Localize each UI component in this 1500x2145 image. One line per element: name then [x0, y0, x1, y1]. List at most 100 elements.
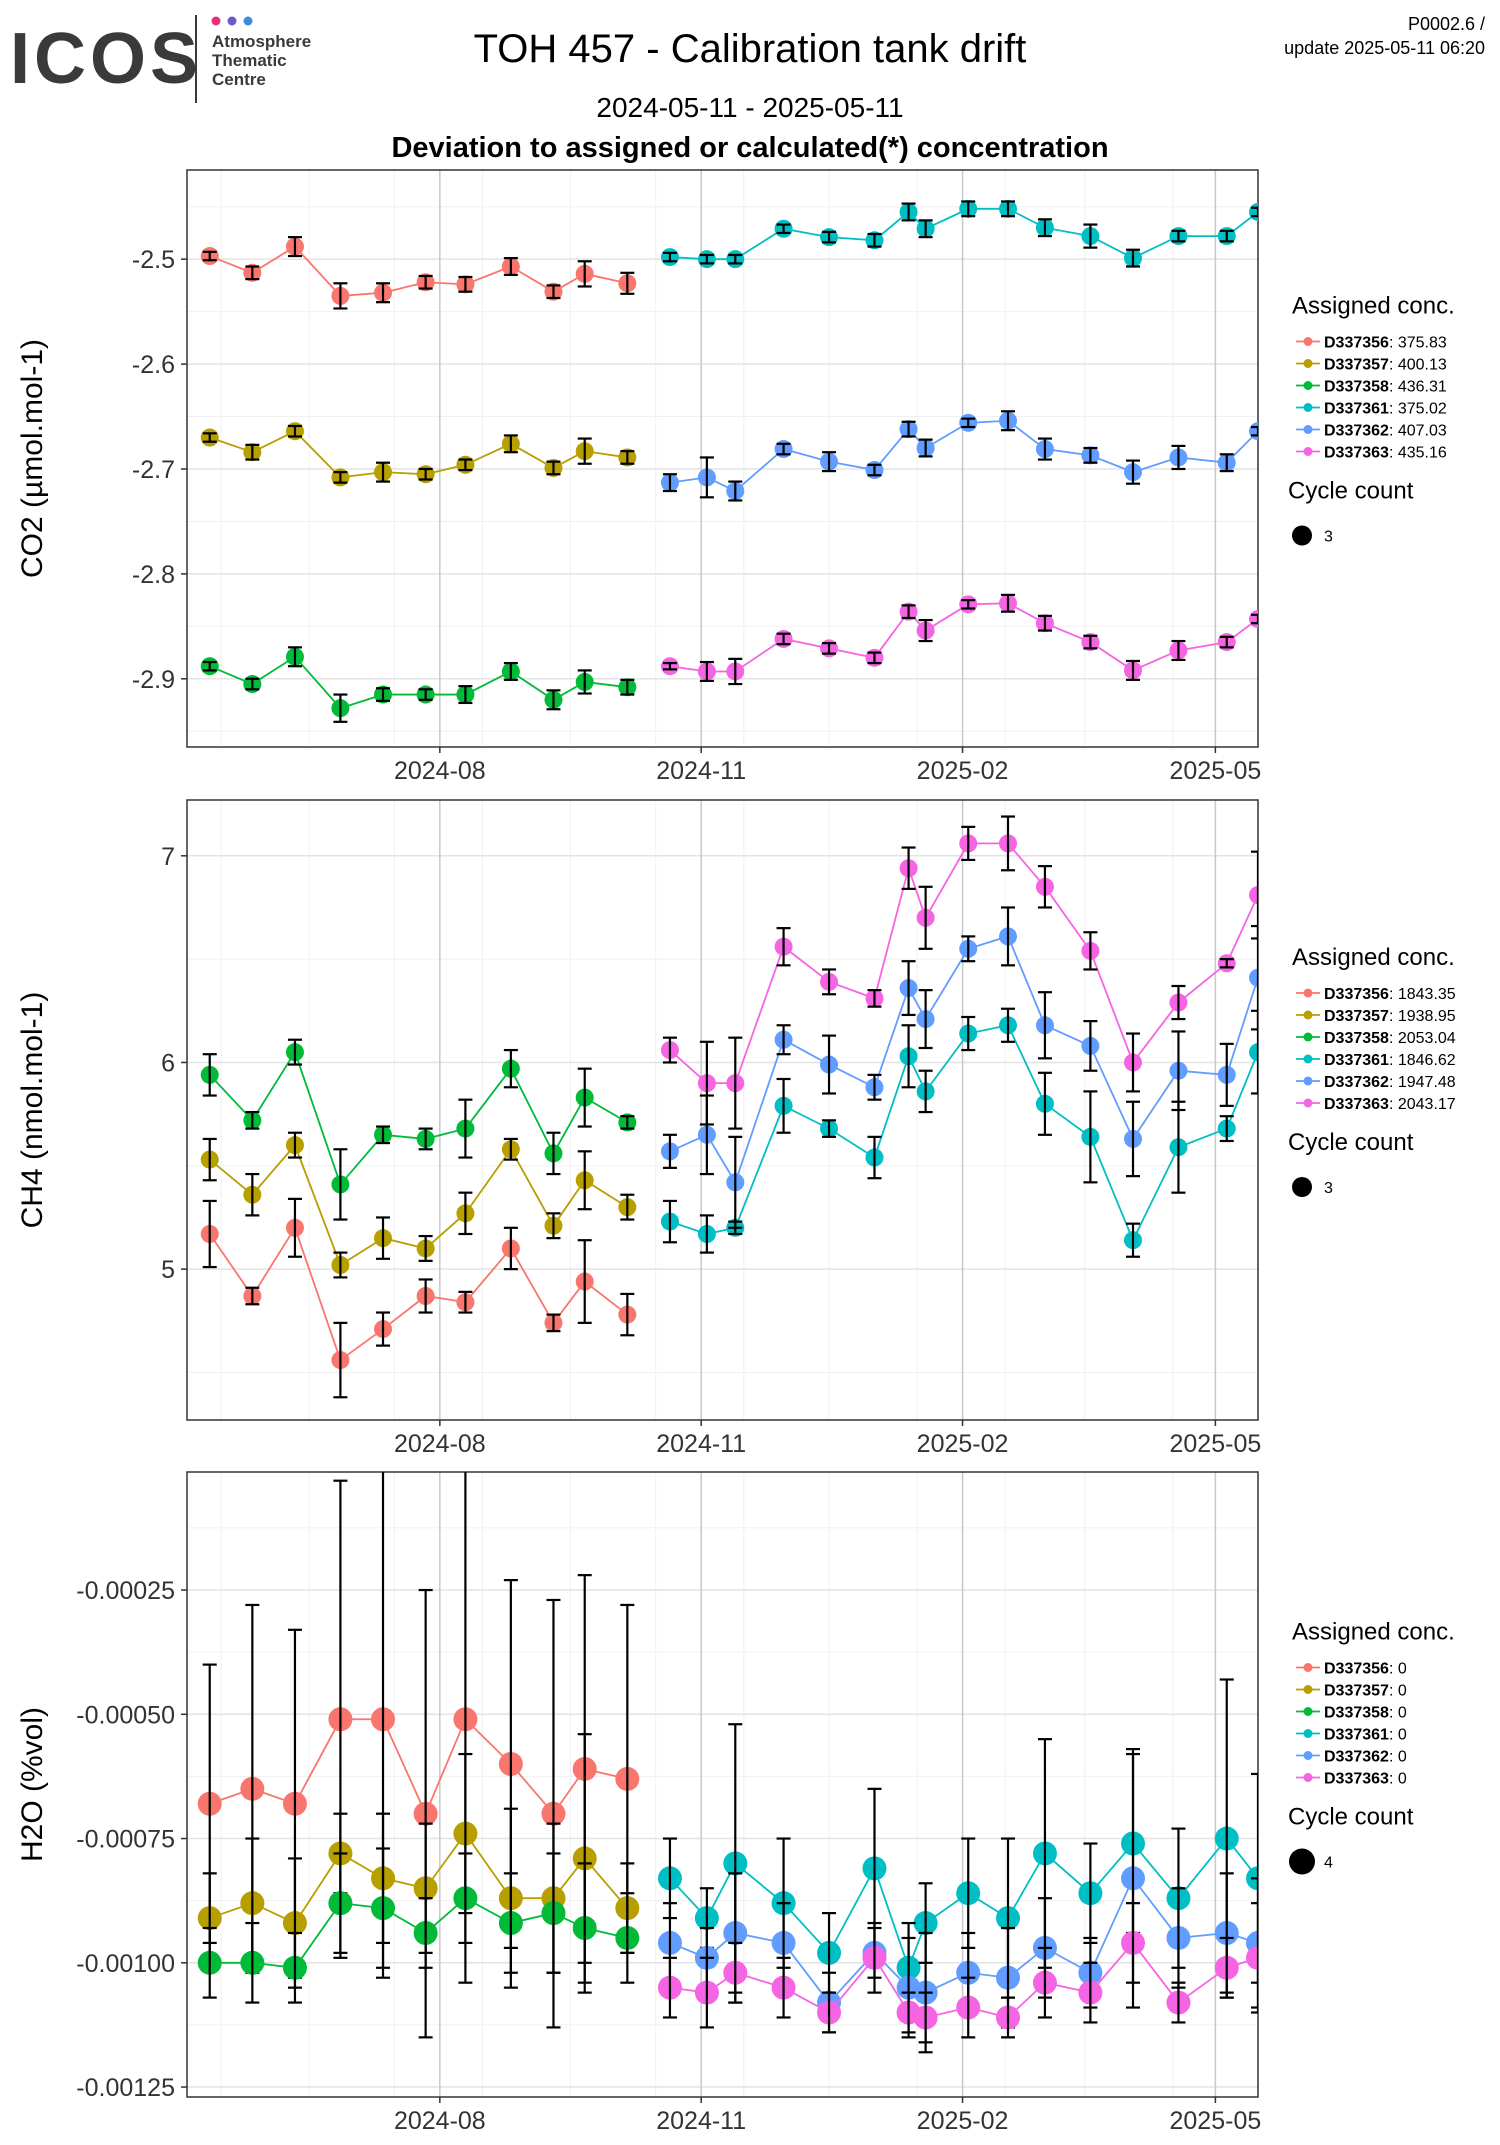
y-tick-label: 5	[161, 1256, 175, 1284]
error-bar	[546, 284, 561, 300]
error-bar	[728, 1941, 743, 2004]
series-line	[669, 1024, 1258, 1243]
error-bar	[546, 1313, 561, 1333]
x-tick-label: 2025-02	[917, 2107, 1009, 2135]
co2-series-D337361	[660, 199, 1258, 269]
error-bar	[776, 1077, 791, 1134]
logo-subtitle-line-3: Centre	[212, 70, 266, 89]
ch4-panel-border	[186, 799, 1259, 1421]
logo-subtitle-line-1: Atmosphere	[212, 32, 311, 51]
error-bar	[376, 1125, 391, 1145]
series-line	[669, 419, 1258, 493]
legend-entry: D337357: 0	[1324, 1683, 1407, 1700]
legend-entry: D337363: 2043.17	[1324, 1096, 1456, 1113]
error-bar	[1171, 1981, 1186, 2024]
error-bar	[245, 1286, 260, 1306]
error-bar	[822, 230, 837, 244]
legend-key-point	[1303, 1663, 1313, 1672]
error-bar	[620, 678, 635, 696]
error-bar	[503, 1048, 518, 1089]
error-bar	[245, 677, 260, 691]
error-bar	[503, 434, 518, 454]
error-bar	[918, 989, 933, 1050]
legend-key-point	[1303, 1707, 1313, 1716]
error-bar	[202, 1926, 217, 1999]
x-tick-label: 2024-11	[656, 2107, 746, 2135]
error-bar	[1001, 906, 1016, 967]
y-tick-label: 6	[161, 1049, 175, 1077]
error-bar	[1037, 614, 1052, 632]
error-bar	[1001, 1996, 1016, 2039]
error-bar	[202, 250, 217, 262]
error-bar	[822, 968, 837, 996]
error-bar	[546, 1212, 561, 1240]
error-bar	[333, 1852, 348, 1954]
error-bar	[1171, 639, 1186, 662]
error-bar	[202, 432, 217, 443]
error-bar	[503, 661, 518, 681]
legend-entry: D337363: 0	[1324, 1771, 1407, 1788]
legend-size-value: 3	[1324, 529, 1333, 546]
h2o-series-D337363	[657, 1902, 1258, 2044]
h2o-series-D337356	[197, 1472, 640, 2039]
legend-title: Assigned conc.	[1292, 944, 1455, 971]
legend-size-point	[1289, 1848, 1315, 1875]
error-bar	[245, 443, 260, 461]
co2-panel: -2.9 -2.8 -2.7 -2.6 -2.5 2024-08 2024-11 2025-0…	[16, 169, 1455, 785]
error-bar	[1251, 613, 1258, 625]
x-tick-label: 2025-02	[917, 757, 1009, 785]
error-bar	[458, 1852, 473, 1945]
error-bar	[918, 219, 933, 239]
error-bar	[1001, 815, 1016, 872]
error-bar	[503, 1226, 518, 1271]
h2o-series-D337357	[197, 1733, 640, 1989]
legend-key-point	[1303, 381, 1313, 390]
ch4-panel: 5 6 7 2024-08 2024-11 2025-02 2025-05 CH4 (nmol…	[16, 799, 1456, 1458]
error-bar	[287, 1038, 302, 1066]
error-bar	[418, 1278, 433, 1314]
legend-entry: D337362: 1947.48	[1324, 1074, 1456, 1091]
y-tick-label: -0.00075	[76, 1826, 175, 1854]
error-bar	[202, 660, 217, 672]
error-bar	[961, 825, 976, 862]
error-bar	[1251, 850, 1258, 940]
error-bar	[245, 1172, 260, 1217]
error-bar	[1126, 1902, 1141, 1984]
co2-series-D337358	[200, 646, 637, 723]
legend-key-point	[1303, 988, 1313, 998]
y-tick-label: -0.00125	[76, 2074, 175, 2102]
co2-series-D337363	[660, 593, 1258, 686]
legend-key-point	[1303, 1076, 1313, 1086]
error-bar	[333, 282, 348, 310]
legend-key-point	[1303, 359, 1313, 368]
legend-key-point	[1303, 403, 1313, 412]
error-bar	[1083, 931, 1098, 971]
error-bar	[728, 253, 743, 265]
error-bar	[728, 657, 743, 686]
error-bar	[699, 253, 714, 265]
h2o-legend: Assigned conc. D337356: 0 D337357: 0 D33735…	[1288, 1619, 1455, 1875]
error-bar	[1219, 1936, 1234, 1999]
error-bar	[458, 1290, 473, 1314]
error-bar	[458, 685, 473, 705]
error-bar	[1126, 1100, 1141, 1178]
legend-size-value: 3	[1324, 1180, 1333, 1197]
error-bar	[662, 473, 677, 493]
error-bar	[503, 1137, 518, 1161]
h2o-y-axis-title: H2O (%vol)	[16, 1707, 49, 1862]
y-tick-label: -2.7	[132, 456, 175, 484]
legend-size-title: Cycle count	[1288, 478, 1414, 505]
error-bar	[1251, 1877, 1258, 2009]
error-bar	[418, 1127, 433, 1151]
error-bar	[918, 1069, 933, 1114]
error-bar	[699, 456, 714, 499]
error-bar	[918, 885, 933, 950]
error-bar	[333, 693, 348, 723]
error-bar	[961, 935, 976, 963]
error-bar	[1171, 229, 1186, 243]
error-bar	[546, 689, 561, 711]
error-bar	[376, 1311, 391, 1347]
legend-key-point	[1303, 425, 1313, 434]
error-bar	[776, 1956, 791, 2019]
error-bar	[776, 1024, 791, 1056]
